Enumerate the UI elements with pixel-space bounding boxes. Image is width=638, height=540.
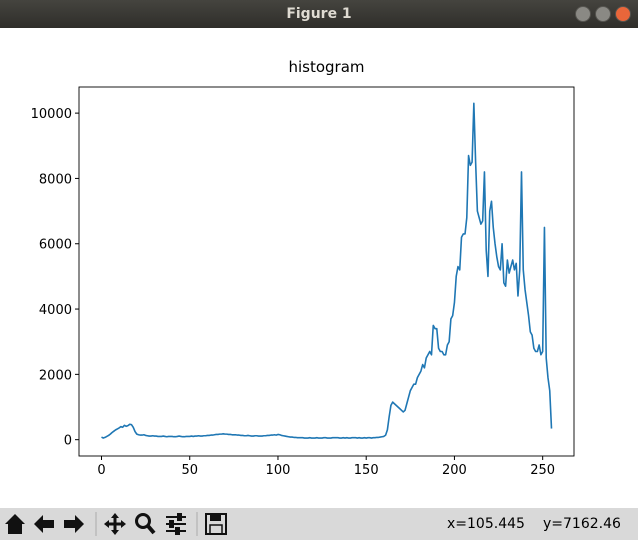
x-tick-label: 50 [181, 463, 198, 478]
window-title: Figure 1 [286, 6, 352, 22]
x-tick-label: 100 [266, 463, 291, 478]
chart-title: histogram [288, 58, 364, 76]
zoom-button[interactable] [135, 513, 151, 529]
title-bar: Figure 1 [0, 0, 638, 28]
y-tick-label: 6000 [39, 238, 72, 253]
x-tick-label: 0 [97, 463, 105, 478]
y-tick-label: 4000 [39, 303, 72, 318]
minimize-button[interactable] [575, 6, 591, 22]
zoom-handle [146, 524, 156, 535]
x-tick-label: 250 [530, 463, 555, 478]
configure-button[interactable] [166, 513, 186, 535]
save-button[interactable] [205, 513, 227, 535]
y-tick-label: 0 [64, 434, 72, 449]
back-button[interactable] [34, 515, 54, 533]
x-tick-label: 200 [442, 463, 467, 478]
toolbar: x=105.445 y=7162.46 [0, 508, 638, 540]
toolbar-icons [5, 512, 227, 536]
y-tick-label: 10000 [31, 107, 72, 122]
y-tick-label: 2000 [39, 368, 72, 383]
forward-button[interactable] [64, 515, 84, 533]
home-button[interactable] [5, 514, 25, 534]
chart: histogram 0 50 100 150 200 250 0 2000 4000 6000 800… [31, 58, 575, 478]
status-y: y=7162.46 [543, 516, 621, 532]
y-tick-label: 8000 [39, 172, 72, 187]
close-button[interactable] [615, 6, 631, 22]
x-tick-label: 150 [354, 463, 379, 478]
status-x: x=105.445 [447, 516, 525, 532]
maximize-button[interactable] [595, 6, 611, 22]
plot-frame [78, 86, 575, 457]
data-line [101, 102, 553, 439]
pan-button[interactable] [104, 513, 126, 535]
